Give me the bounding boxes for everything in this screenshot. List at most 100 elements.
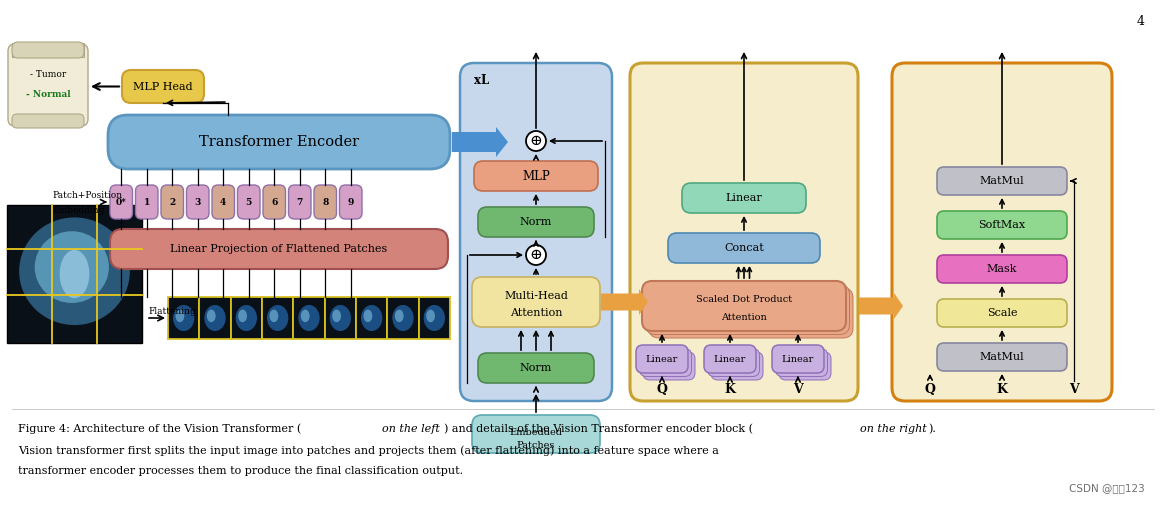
Bar	[262, 297, 294, 339]
Text: 4: 4	[220, 197, 226, 206]
Text: - Tumor: - Tumor	[30, 70, 66, 79]
Ellipse shape	[427, 310, 435, 322]
Text: Flattening: Flattening	[148, 307, 196, 315]
Text: Transformer Encoder: Transformer Encoder	[199, 135, 359, 149]
Ellipse shape	[206, 310, 216, 322]
FancyArrow shape	[859, 293, 902, 319]
Bar	[294, 297, 324, 339]
Text: Patch+Position: Patch+Position	[52, 191, 122, 199]
FancyBboxPatch shape	[110, 229, 448, 269]
Text: 1: 1	[143, 197, 150, 206]
Text: Embedded: Embedded	[510, 428, 562, 436]
Bar	[324, 297, 356, 339]
Bar	[168, 297, 199, 339]
Ellipse shape	[176, 310, 184, 322]
Text: 0*: 0*	[115, 197, 127, 206]
Ellipse shape	[395, 310, 403, 322]
Text: Linear Projection of Flattened Patches: Linear Projection of Flattened Patches	[170, 244, 387, 254]
FancyBboxPatch shape	[630, 63, 858, 401]
FancyBboxPatch shape	[264, 185, 286, 219]
Ellipse shape	[361, 305, 382, 331]
FancyBboxPatch shape	[668, 233, 820, 263]
FancyBboxPatch shape	[187, 185, 209, 219]
Ellipse shape	[392, 305, 414, 331]
FancyBboxPatch shape	[475, 161, 598, 191]
FancyBboxPatch shape	[937, 211, 1067, 239]
FancyArrow shape	[600, 289, 648, 315]
Bar	[12, 43, 84, 57]
Bar	[419, 297, 450, 339]
Circle shape	[526, 131, 546, 151]
Ellipse shape	[330, 305, 351, 331]
Text: transformer encoder processes them to produce the final classification output.: transformer encoder processes them to pr…	[17, 466, 463, 476]
Ellipse shape	[298, 305, 319, 331]
FancyBboxPatch shape	[937, 167, 1067, 195]
Text: 2: 2	[169, 197, 175, 206]
FancyBboxPatch shape	[639, 349, 691, 377]
Ellipse shape	[267, 305, 288, 331]
Text: Linear: Linear	[782, 355, 814, 363]
Text: ).: ).	[928, 424, 936, 434]
Ellipse shape	[301, 310, 310, 322]
FancyBboxPatch shape	[772, 345, 824, 373]
FancyBboxPatch shape	[779, 352, 831, 380]
FancyBboxPatch shape	[472, 277, 600, 327]
Text: Embedding: Embedding	[52, 205, 105, 215]
Text: 7: 7	[296, 197, 303, 206]
FancyBboxPatch shape	[642, 352, 695, 380]
Bar	[356, 297, 387, 339]
Text: K: K	[997, 383, 1007, 396]
Text: V: V	[793, 383, 803, 396]
Ellipse shape	[238, 310, 247, 322]
FancyBboxPatch shape	[108, 115, 450, 169]
FancyBboxPatch shape	[212, 185, 234, 219]
Text: Mask: Mask	[986, 264, 1017, 274]
Text: xL: xL	[475, 75, 490, 87]
FancyBboxPatch shape	[775, 349, 828, 377]
Text: ⊕: ⊕	[529, 134, 542, 148]
FancyBboxPatch shape	[642, 281, 847, 331]
FancyBboxPatch shape	[682, 183, 806, 213]
Circle shape	[526, 245, 546, 265]
Text: Scaled Dot Product: Scaled Dot Product	[696, 295, 792, 304]
Ellipse shape	[19, 217, 129, 325]
Text: 8: 8	[322, 197, 329, 206]
FancyBboxPatch shape	[288, 185, 311, 219]
Text: Multi-Head: Multi-Head	[504, 291, 568, 301]
Text: MatMul: MatMul	[979, 352, 1024, 362]
Text: - Normal: - Normal	[26, 90, 70, 99]
Text: Norm: Norm	[520, 363, 553, 373]
FancyBboxPatch shape	[339, 185, 361, 219]
Text: ) and details of the Vision Transformer encoder block (: ) and details of the Vision Transformer …	[444, 424, 753, 434]
Ellipse shape	[236, 305, 257, 331]
Text: 4: 4	[1137, 15, 1145, 28]
FancyBboxPatch shape	[461, 63, 612, 401]
Ellipse shape	[204, 305, 226, 331]
Bar	[231, 297, 262, 339]
Text: Patches: Patches	[517, 441, 555, 450]
Text: MLP Head: MLP Head	[133, 81, 192, 91]
Bar	[7, 205, 142, 343]
FancyBboxPatch shape	[314, 185, 337, 219]
Ellipse shape	[269, 310, 279, 322]
Text: MatMul: MatMul	[979, 176, 1024, 186]
FancyBboxPatch shape	[708, 349, 759, 377]
FancyBboxPatch shape	[122, 70, 204, 103]
Text: Concat: Concat	[724, 243, 764, 253]
Text: 6: 6	[271, 197, 278, 206]
Ellipse shape	[332, 310, 340, 322]
FancyBboxPatch shape	[937, 299, 1067, 327]
FancyBboxPatch shape	[937, 343, 1067, 371]
Ellipse shape	[173, 305, 195, 331]
Ellipse shape	[35, 231, 108, 303]
FancyBboxPatch shape	[649, 288, 854, 338]
FancyBboxPatch shape	[711, 352, 763, 380]
Bar	[199, 297, 231, 339]
Text: K: K	[724, 383, 736, 396]
Text: ⊕: ⊕	[529, 248, 542, 262]
Text: Linear: Linear	[646, 355, 679, 363]
FancyBboxPatch shape	[478, 353, 593, 383]
Text: Attention: Attention	[721, 313, 767, 322]
Bar	[387, 297, 419, 339]
Ellipse shape	[364, 310, 372, 322]
